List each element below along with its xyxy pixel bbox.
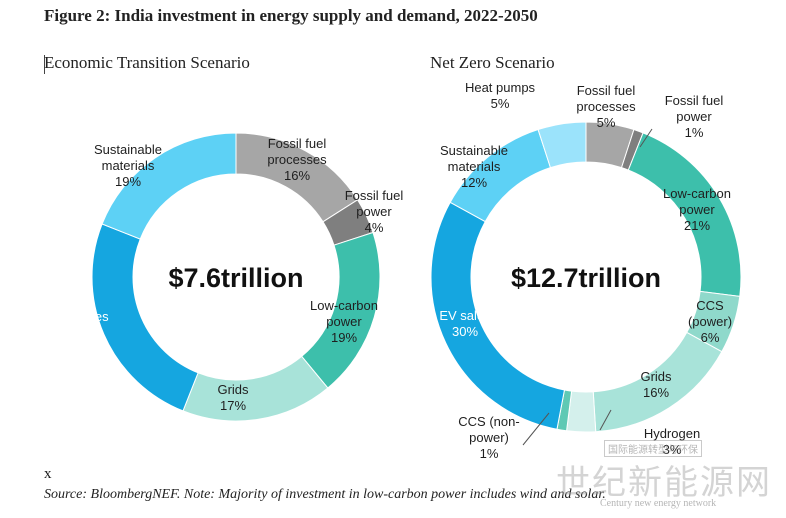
netzero-center-total: $12.7trillion [511,263,661,293]
economic-label-low-carbon-power: Low-carbon power 19% [310,298,378,345]
economic-slice-grids [182,355,329,422]
netzero-label-hydrogen: Hydrogen 3% [644,426,700,457]
netzero-label-fossil-fuel-power: Fossil fuel power 1% [665,93,724,140]
netzero-leader-line [599,409,612,431]
source-note: Source: BloombergNEF. Note: Majority of … [44,487,606,502]
footer-x-mark: x [44,466,52,482]
netzero-label-sustainable-materials: Sustainable materials 12% [440,143,508,190]
economic-label-sustainable-materials: Sustainable materials 19% [94,142,162,189]
economic-label-fossil-fuel-processes: Fossil fuel processes 16% [267,136,327,183]
figure-title: Figure 2: India investment in energy sup… [44,6,538,25]
netzero-slice-heat-pumps [537,121,587,169]
watermark-logo-text: 世纪新能源网 [556,463,772,503]
netzero-label-heat-pumps: Heat pumps 5% [465,80,536,111]
netzero-label-ev-sales: EV sales 30% [439,308,491,339]
chart-title-net-zero: Net Zero Scenario [430,53,555,72]
netzero-donut: Fossil fuel processes 5% Fossil fuel power 1%… [430,80,742,461]
economic-slice-sustainable-materials [101,132,237,240]
watermark-english-text: Century new energy network [600,498,717,509]
text-cursor [44,55,45,74]
chart-title-economic-transition: Economic Transition Scenario [44,53,250,72]
economic-label-ev-sales: EV sales 25% [57,309,109,340]
watermark-small-text: 国际能源转型与环保 [604,440,702,457]
netzero-label-ccs-power: CCS (power) 6% [688,298,732,345]
economic-center-total: $7.6trillion [168,263,303,293]
netzero-label-fossil-fuel-processes: Fossil fuel processes 5% [576,83,636,130]
netzero-label-grids: Grids 16% [640,369,672,400]
economic-donut: Fossil fuel processes 16% Fossil fuel power 4… [57,132,404,422]
netzero-leader-line [639,128,653,148]
netzero-label-low-carbon-power: Low-carbon power 21% [663,186,731,233]
economic-label-grids: Grids 17% [217,382,249,413]
netzero-label-ccs-non-power: CCS (non-power) 1% [458,414,519,461]
netzero-leader-line [522,412,550,446]
economic-label-fossil-fuel-power: Fossil fuel power 4% [345,188,404,235]
